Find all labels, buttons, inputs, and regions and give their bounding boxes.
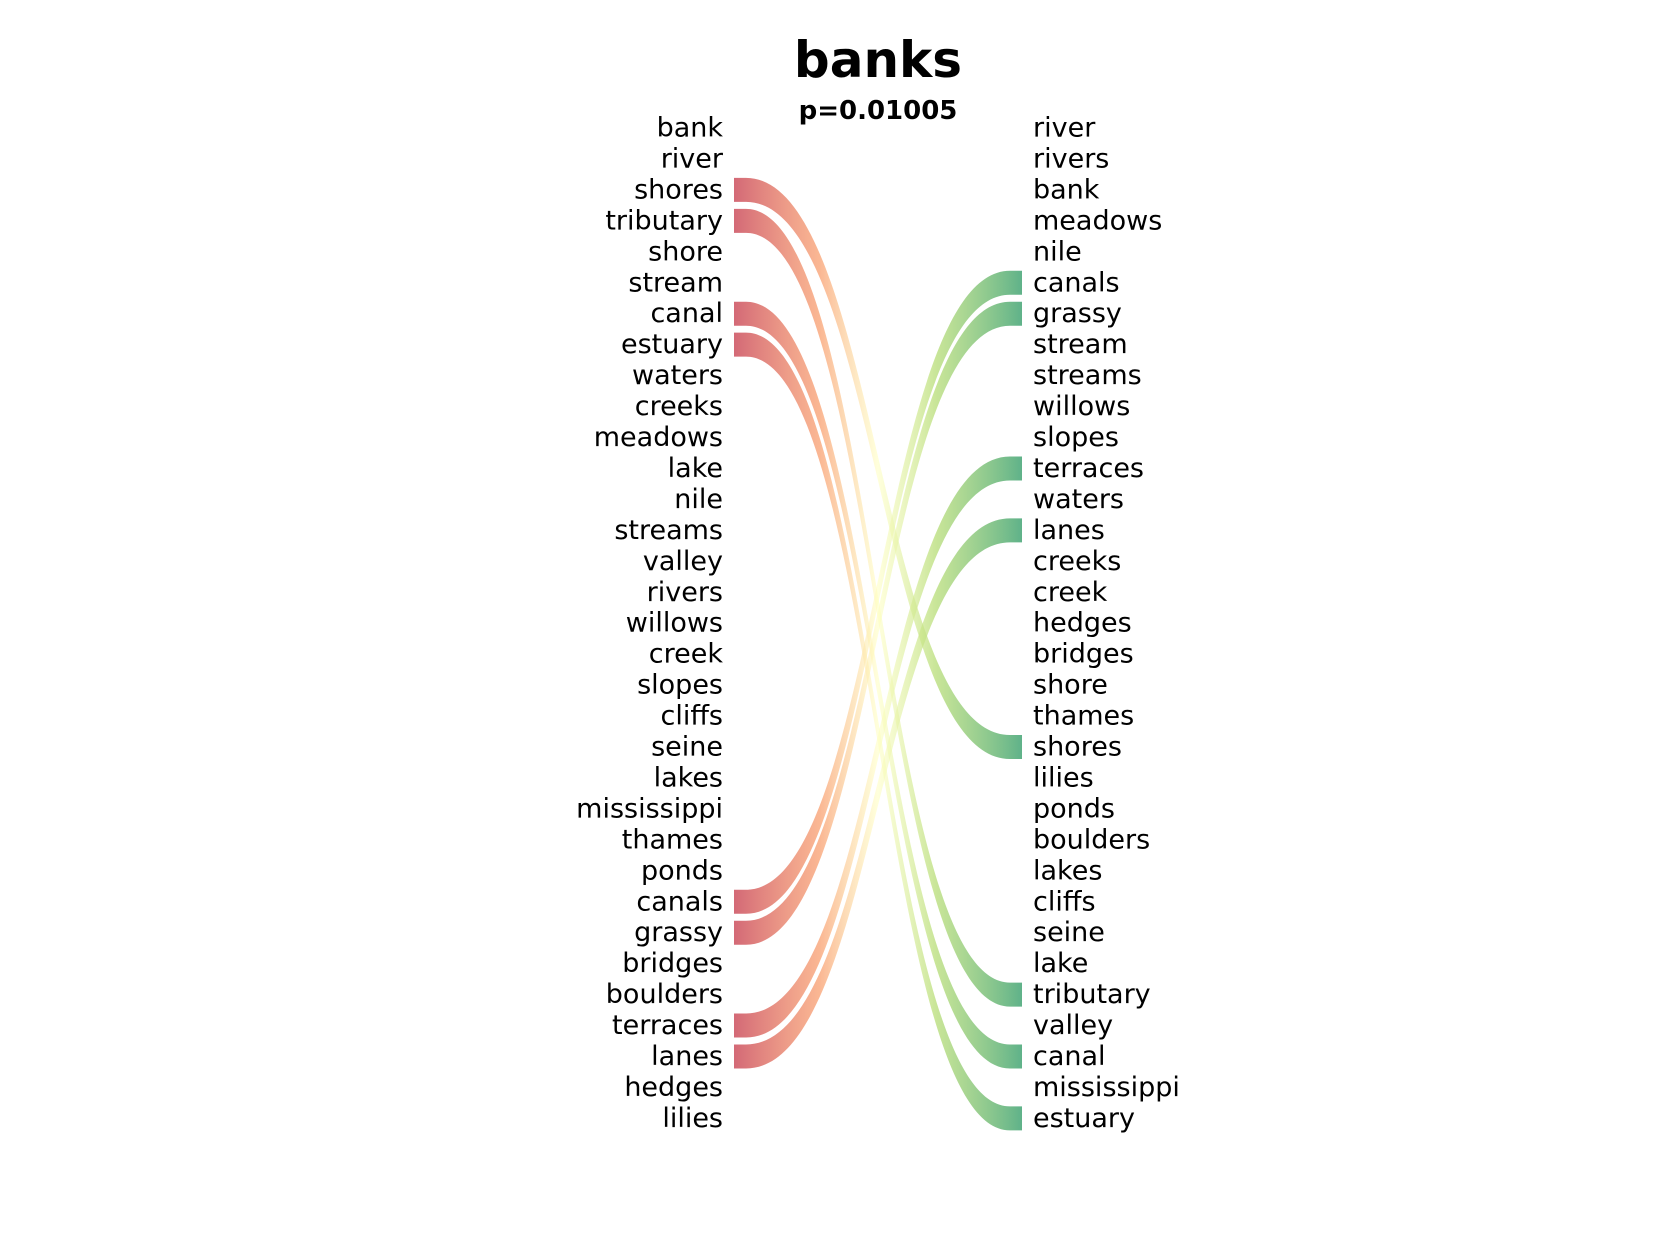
left-word-cliffs: cliffs (660, 701, 723, 732)
right-word-bank: bank (1033, 174, 1100, 205)
left-word-lilies: lilies (662, 1103, 723, 1134)
right-word-canals: canals (1033, 267, 1120, 298)
link-group (734, 177, 1022, 1131)
right-word-list: riverriversbankmeadowsnilecanalsgrassyst… (1033, 113, 1180, 1134)
right-word-cliffs: cliffs (1033, 886, 1096, 917)
right-word-lanes: lanes (1033, 515, 1105, 546)
right-word-streams: streams (1033, 360, 1142, 391)
left-word-slopes: slopes (637, 670, 723, 701)
right-word-slopes: slopes (1033, 422, 1119, 453)
chart-title: banks (794, 31, 962, 89)
right-word-tributary: tributary (1033, 979, 1151, 1010)
link-estuary (734, 332, 1022, 1131)
left-word-creeks: creeks (635, 391, 723, 422)
left-word-valley: valley (643, 546, 723, 577)
left-word-waters: waters (632, 360, 723, 391)
link-tributary (734, 208, 1022, 1007)
chart-subtitle: p=0.01005 (799, 96, 958, 126)
link-lanes (734, 518, 1022, 1069)
right-word-river: river (1033, 113, 1096, 144)
link-grassy (734, 301, 1022, 945)
right-word-shores: shores (1033, 732, 1122, 763)
right-word-mississippi: mississippi (1033, 1072, 1180, 1103)
left-word-canal: canal (650, 298, 723, 329)
left-word-grassy: grassy (634, 917, 723, 948)
left-word-terraces: terraces (612, 1010, 723, 1041)
link-canals (734, 270, 1022, 914)
right-word-meadows: meadows (1033, 205, 1162, 236)
right-word-canal: canal (1033, 1041, 1106, 1072)
left-word-shore: shore (648, 236, 723, 267)
right-word-willows: willows (1033, 391, 1130, 422)
left-word-list: bankrivershorestributaryshorestreamcanal… (576, 113, 724, 1134)
right-word-nile: nile (1033, 236, 1082, 267)
left-word-canals: canals (636, 886, 723, 917)
right-word-lake: lake (1033, 948, 1088, 979)
right-word-creeks: creeks (1033, 546, 1121, 577)
left-word-meadows: meadows (594, 422, 723, 453)
right-word-rivers: rivers (1033, 143, 1109, 174)
right-word-lilies: lilies (1033, 762, 1094, 793)
left-word-boulders: boulders (606, 979, 723, 1010)
right-word-bridges: bridges (1033, 639, 1134, 670)
link-terraces (734, 456, 1022, 1038)
left-word-seine: seine (651, 732, 723, 763)
right-word-thames: thames (1033, 701, 1134, 732)
right-word-seine: seine (1033, 917, 1105, 948)
left-word-bridges: bridges (622, 948, 723, 979)
right-word-stream: stream (1033, 329, 1128, 360)
right-word-lakes: lakes (1033, 855, 1102, 886)
left-word-estuary: estuary (621, 329, 723, 360)
left-word-nile: nile (674, 484, 723, 515)
left-word-hedges: hedges (624, 1072, 723, 1103)
left-word-shores: shores (634, 174, 723, 205)
right-word-creek: creek (1033, 577, 1108, 608)
right-word-estuary: estuary (1033, 1103, 1135, 1134)
left-word-lakes: lakes (654, 762, 723, 793)
left-word-rivers: rivers (647, 577, 723, 608)
right-word-boulders: boulders (1033, 824, 1150, 855)
right-word-ponds: ponds (1033, 793, 1115, 824)
left-word-creek: creek (649, 639, 724, 670)
link-shores (734, 177, 1022, 759)
left-word-willows: willows (626, 608, 723, 639)
right-word-grassy: grassy (1033, 298, 1122, 329)
right-word-valley: valley (1033, 1010, 1113, 1041)
right-word-hedges: hedges (1033, 608, 1132, 639)
left-word-tributary: tributary (605, 205, 723, 236)
link-canal (734, 301, 1022, 1069)
left-word-stream: stream (628, 267, 723, 298)
right-word-shore: shore (1033, 670, 1108, 701)
left-word-lanes: lanes (651, 1041, 723, 1072)
right-word-waters: waters (1033, 484, 1124, 515)
left-word-ponds: ponds (641, 855, 723, 886)
right-word-terraces: terraces (1033, 453, 1144, 484)
left-word-streams: streams (614, 515, 723, 546)
left-word-lake: lake (668, 453, 723, 484)
left-word-mississippi: mississippi (576, 793, 723, 824)
left-word-bank: bank (657, 113, 724, 144)
left-word-thames: thames (622, 824, 723, 855)
left-word-river: river (661, 143, 724, 174)
